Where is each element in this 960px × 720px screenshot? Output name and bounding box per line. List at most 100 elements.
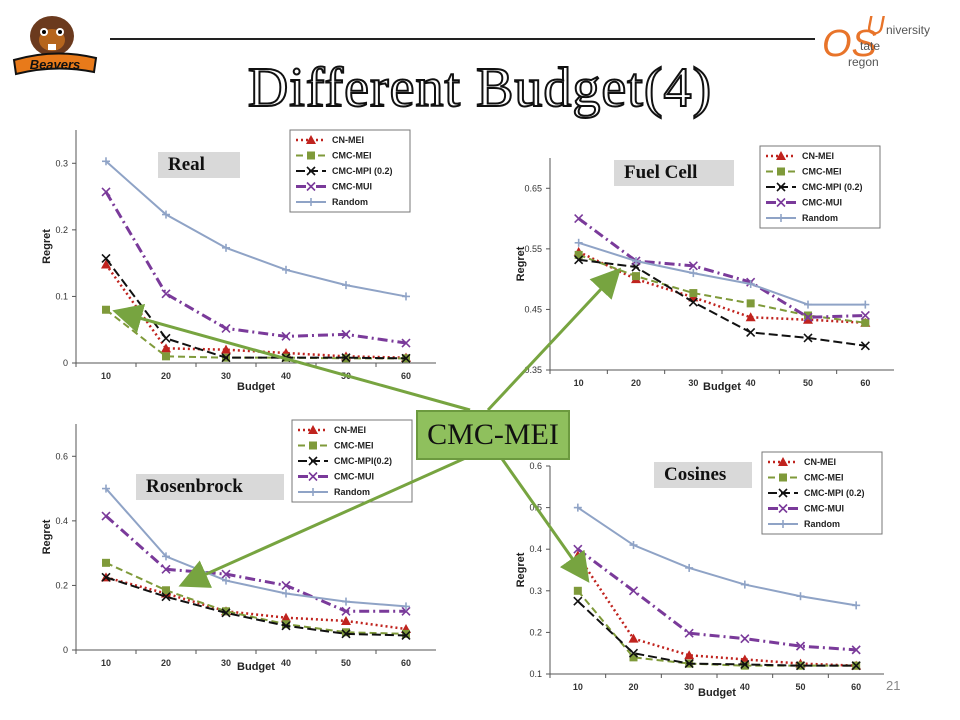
x-tick-label: 50	[341, 658, 351, 668]
data-point-marker	[861, 300, 870, 309]
data-point-marker	[102, 157, 110, 166]
y-tick-label: 0.55	[524, 244, 542, 254]
panel-label-real: Real	[158, 152, 240, 178]
legend-label: CN-MEI	[804, 457, 836, 467]
y-tick-label: 0	[63, 645, 68, 655]
legend-label: CMC-MEI	[332, 151, 372, 161]
x-tick-label: 30	[684, 682, 694, 692]
data-point-marker	[221, 608, 231, 618]
x-tick-label: 10	[574, 378, 584, 388]
x-tick-label: 30	[221, 371, 231, 381]
x-tick-label: 40	[746, 378, 756, 388]
svg-text:U: U	[866, 14, 885, 40]
data-point-marker	[101, 187, 111, 197]
legend-item: Random	[766, 213, 838, 223]
data-point-marker	[162, 552, 170, 561]
legend-marker	[306, 135, 316, 144]
y-tick-label: 0.4	[529, 544, 542, 554]
series-cmc-mpi	[574, 255, 870, 351]
data-point-marker	[632, 256, 640, 265]
data-point-marker	[162, 352, 170, 361]
series-line	[578, 250, 866, 325]
x-axis-label: Budget	[703, 381, 741, 393]
data-point-marker	[573, 586, 582, 595]
panel-label-fuel-cell: Fuel Cell	[614, 160, 734, 186]
legend-label: Random	[332, 197, 368, 207]
data-point-marker	[101, 511, 111, 521]
series-line	[577, 217, 866, 319]
legend-marker	[779, 473, 787, 482]
osu-logo: OS U niversity tate regon	[822, 14, 930, 69]
data-point-marker	[402, 629, 410, 638]
data-point-marker	[629, 541, 638, 550]
data-point-marker	[628, 648, 639, 658]
data-point-marker	[222, 607, 230, 616]
data-point-marker	[689, 269, 698, 278]
legend-label: CMC-MUI	[332, 182, 372, 192]
data-point-marker	[282, 589, 290, 598]
data-point-marker	[401, 606, 411, 616]
legend-marker	[776, 182, 786, 192]
data-point-marker	[795, 641, 806, 651]
x-tick-label: 60	[401, 658, 411, 668]
page-number: 21	[886, 678, 901, 693]
data-point-marker	[342, 281, 350, 290]
data-point-marker	[342, 628, 350, 637]
data-point-marker	[102, 558, 110, 567]
data-point-marker	[684, 659, 694, 669]
legend-item: CN-MEI	[766, 151, 834, 161]
series-line	[105, 514, 406, 613]
legend-marker	[306, 181, 316, 192]
legend-marker	[779, 520, 787, 528]
legend-label: CMC-MUI	[802, 198, 842, 208]
legend: CN-MEI CMC-MEI CMC-MPI (0.2) CMC-MUI Random	[289, 129, 411, 213]
x-tick-label: 40	[281, 371, 291, 381]
data-point-marker	[796, 592, 805, 601]
data-point-marker	[803, 312, 813, 322]
legend: CN-MEI CMC-MEI CMC-MPI (0.2) CMC-MUI Random	[759, 145, 881, 229]
legend-label: CMC-MPI (0.2)	[804, 488, 865, 498]
y-axis-label: Regret	[41, 229, 53, 264]
y-tick-label: 0.65	[524, 183, 542, 193]
y-tick-label: 0.2	[529, 627, 542, 637]
series-cmc-mpi	[101, 253, 411, 363]
data-point-marker	[161, 564, 171, 574]
x-tick-label: 60	[860, 378, 870, 388]
data-point-marker	[740, 580, 749, 589]
series-line	[577, 600, 857, 667]
y-tick-label: 0.4	[55, 516, 68, 526]
data-point-marker	[746, 299, 755, 308]
data-point-marker	[685, 563, 694, 572]
y-tick-label: 0.3	[529, 586, 542, 596]
data-point-marker	[101, 572, 111, 582]
data-point-marker	[402, 292, 410, 301]
legend-label: CMC-MEI	[334, 441, 374, 451]
x-tick-label: 30	[221, 658, 231, 668]
panel-label-rosenbrock: Rosenbrock	[136, 474, 284, 500]
series-line	[105, 257, 407, 360]
legend-item: CN-MEI	[296, 135, 364, 145]
title-rule	[110, 38, 815, 40]
series-cmc-mui	[573, 544, 861, 655]
series-cn-mei	[572, 550, 862, 670]
x-tick-label: 50	[803, 378, 813, 388]
x-tick-label: 50	[795, 682, 805, 692]
data-point-marker	[628, 586, 639, 596]
legend-item: CMC-MPI (0.2)	[296, 166, 393, 176]
data-point-marker	[803, 333, 813, 343]
x-tick-label: 20	[628, 682, 638, 692]
series-line	[104, 191, 407, 345]
legend-item: CMC-MEI	[768, 473, 844, 483]
svg-text:tate: tate	[860, 39, 880, 53]
data-point-marker	[282, 620, 290, 629]
series-cmc-mpi	[573, 596, 861, 671]
series-line	[577, 590, 857, 667]
data-point-marker	[628, 633, 639, 643]
legend-item: CN-MEI	[768, 457, 836, 467]
y-axis-label: Regret	[515, 246, 527, 281]
data-point-marker	[101, 259, 111, 269]
y-tick-label: 0.5	[529, 503, 542, 513]
legend-label: CMC-MEI	[802, 167, 842, 177]
y-tick-label: 0.2	[55, 225, 68, 235]
